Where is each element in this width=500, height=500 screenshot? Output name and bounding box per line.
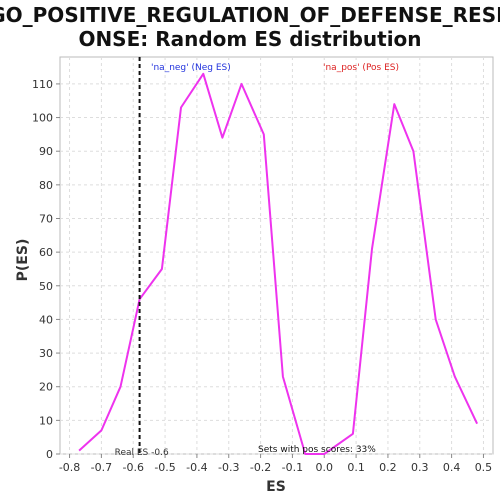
pos-scores-annotation: Sets with pos scores: 33% <box>258 445 376 455</box>
x-tick-label: -0.2 <box>250 461 271 474</box>
x-tick-label: 0.1 <box>347 461 365 474</box>
x-axis-label: ES <box>266 479 286 495</box>
y-tick-label: 60 <box>39 246 53 259</box>
y-tick-label: 40 <box>39 313 53 326</box>
neg-es-annotation: 'na_neg' (Neg ES) <box>151 63 231 73</box>
y-tick-label: 80 <box>39 179 53 192</box>
y-axis-label: P(ES) <box>15 239 31 282</box>
y-tick-label: 90 <box>39 145 53 158</box>
y-tick-label: 20 <box>39 381 53 394</box>
y-tick-label: 0 <box>46 448 53 461</box>
grid <box>60 57 493 455</box>
chart-title-line-2: ONSE: Random ES distribution <box>78 27 421 51</box>
x-tick-label: -0.4 <box>186 461 207 474</box>
x-tick-label: -0.1 <box>282 461 303 474</box>
x-tick-label: 0.0 <box>316 461 334 474</box>
y-tick-label: 110 <box>32 78 53 91</box>
x-axis-ticks: -0.8 -0.7 -0.6 -0.5 -0.4 -0.3 -0.2 -0.1 0.0 0.1 0.… <box>59 454 492 474</box>
y-tick-label: 100 <box>32 112 53 125</box>
series-line <box>78 72 479 455</box>
x-tick-label: 0.5 <box>475 461 493 474</box>
x-tick-label: 0.2 <box>379 461 397 474</box>
x-tick-label: 0.4 <box>443 461 461 474</box>
y-tick-label: 10 <box>39 414 53 427</box>
x-tick-label: -0.3 <box>218 461 239 474</box>
x-tick-label: -0.5 <box>154 461 175 474</box>
real-es-label: Real ES -0.6 <box>115 448 169 458</box>
series-group <box>78 72 479 455</box>
y-tick-label: 70 <box>39 212 53 225</box>
y-axis-ticks: 0 10 20 30 40 50 60 70 80 90 100 110 <box>32 78 60 461</box>
x-tick-label: -0.7 <box>91 461 112 474</box>
y-tick-label: 30 <box>39 347 53 360</box>
y-tick-label: 50 <box>39 280 53 293</box>
x-tick-label: -0.8 <box>59 461 80 474</box>
pos-es-annotation: 'na_pos' (Pos ES) <box>323 63 399 73</box>
chart-title-line-1: GO_POSITIVE_REGULATION_OF_DEFENSE_RESP <box>0 3 500 27</box>
plot-area <box>59 56 494 455</box>
x-tick-label: -0.6 <box>122 461 143 474</box>
x-tick-label: 0.3 <box>411 461 429 474</box>
